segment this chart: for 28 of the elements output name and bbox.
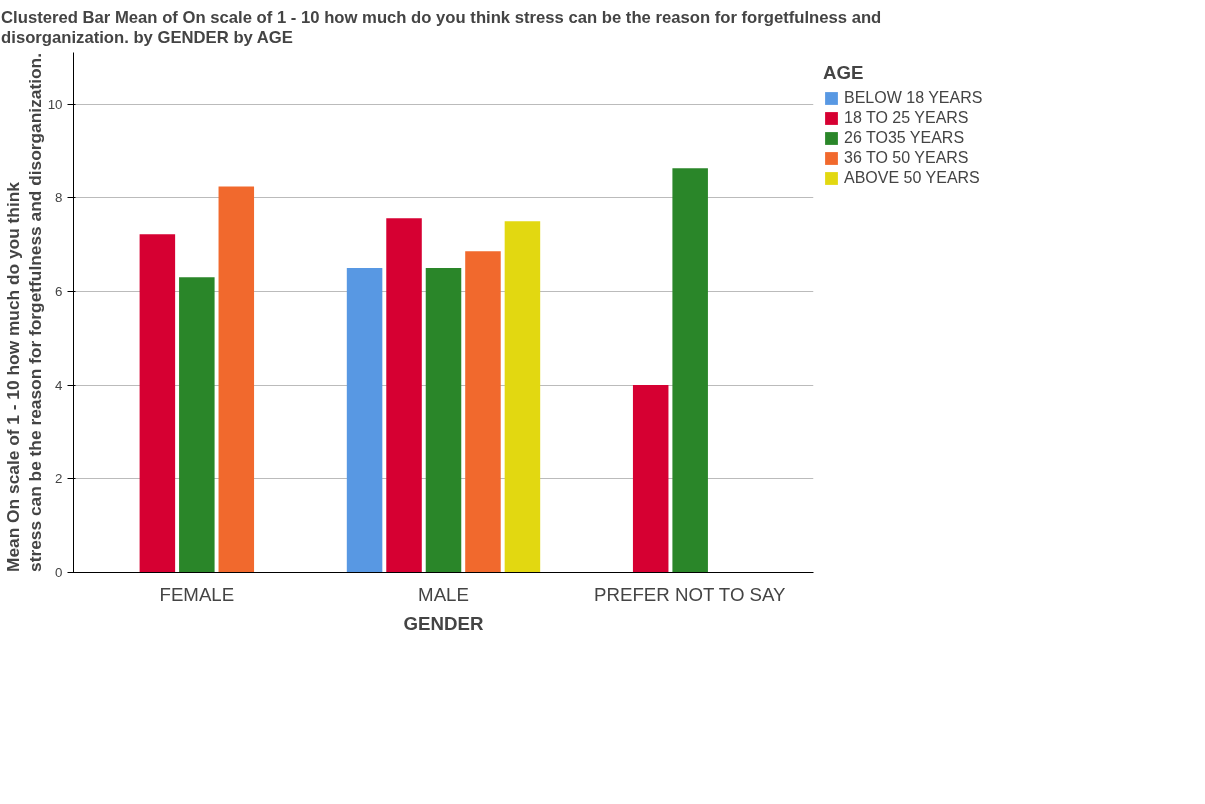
chart-title: Clustered Bar Mean of On scale of 1 - 10 how much do you think stress can be the reason for forgetfulness and disorganization. by GENDER by AGE (1, 7, 882, 48)
legend-label: 26 TO35 YEARS (844, 129, 965, 147)
bar (425, 268, 462, 573)
bar (465, 251, 501, 573)
bar (218, 186, 255, 573)
legend-label: 36 TO 50 YEARS (844, 149, 969, 167)
x-axis-title: GENDER (403, 612, 484, 634)
legend-label: 18 TO 25 YEARS (844, 109, 969, 127)
y-tick-label: 2 (55, 471, 63, 487)
bar (504, 221, 541, 573)
legend-title: AGE (823, 62, 865, 84)
x-tick-label: FEMALE (159, 583, 235, 605)
y-tick-label: 6 (55, 283, 63, 299)
legend-label: BELOW 18 YEARS (844, 89, 983, 107)
legend-label: ABOVE 50 YEARS (844, 169, 980, 187)
bar (672, 168, 708, 573)
y-tick-label: 4 (55, 377, 64, 393)
bar (346, 268, 383, 573)
y-tick-label: 0 (55, 565, 63, 580)
y-tick-label: 10 (47, 96, 63, 112)
bar (386, 218, 422, 573)
bar (139, 234, 176, 573)
y-axis-title: Mean On scale of 1 - 10 how much do you think stress can be the reason for forgetfulness and disorganization. (2, 52, 45, 572)
bar (179, 277, 215, 573)
bar (632, 385, 669, 573)
x-tick-label: PREFER NOT TO SAY (594, 583, 787, 605)
x-tick-label: MALE (418, 583, 469, 605)
y-tick-label: 8 (55, 190, 63, 206)
